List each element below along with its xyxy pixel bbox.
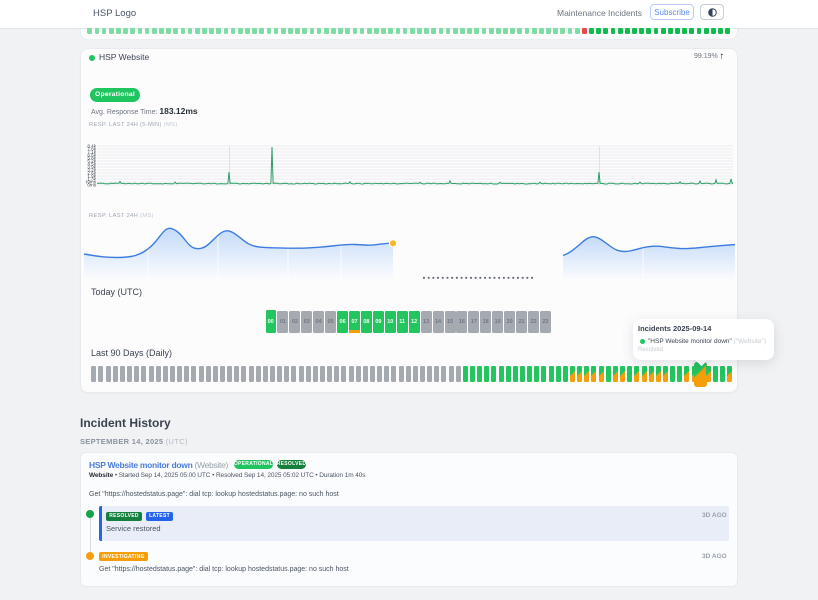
svg-text:5.2k: 5.2k xyxy=(87,159,96,164)
svg-text:649ms: 649ms xyxy=(86,180,97,185)
svg-text:3.2k: 3.2k xyxy=(87,168,96,173)
svg-text:7.8k: 7.8k xyxy=(87,147,96,152)
svg-text:4.5k: 4.5k xyxy=(87,162,96,167)
svg-text:1.9k: 1.9k xyxy=(87,174,96,179)
svg-text:2.6k: 2.6k xyxy=(87,171,96,176)
svg-text:1.3k: 1.3k xyxy=(87,177,96,182)
svg-text:7.1k: 7.1k xyxy=(87,150,96,155)
svg-text:5.8k: 5.8k xyxy=(87,156,96,161)
svg-text:3.9k: 3.9k xyxy=(87,165,96,170)
svg-text:6.5k: 6.5k xyxy=(87,153,96,158)
svg-text:0ms: 0ms xyxy=(87,183,96,188)
svg-text:8.4k: 8.4k xyxy=(87,144,96,149)
